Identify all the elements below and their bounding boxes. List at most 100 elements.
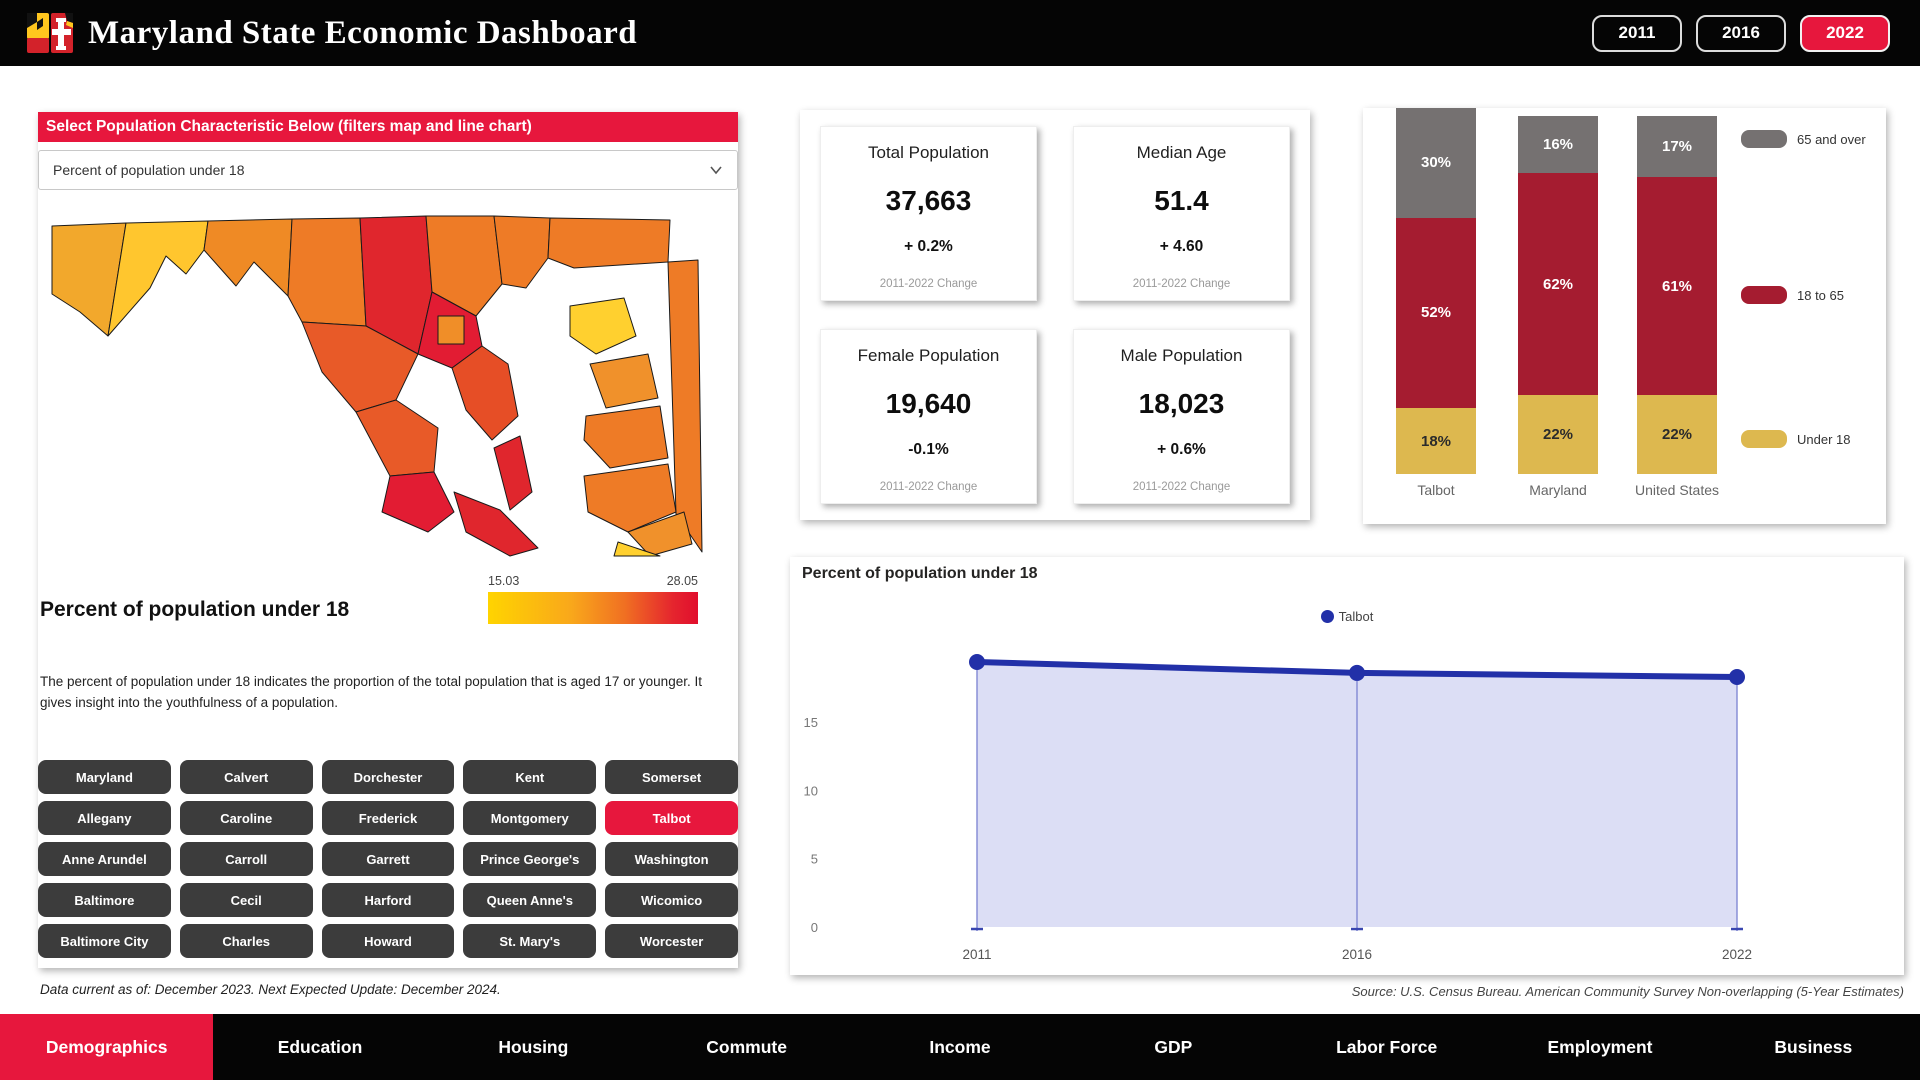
characteristic-dropdown[interactable]: Percent of population under 18: [38, 150, 738, 190]
header-bar: Maryland State Economic Dashboard 2011 20…: [0, 0, 1920, 66]
characteristic-dropdown-value: Percent of population under 18: [53, 162, 245, 178]
county-button-carroll[interactable]: Carroll: [179, 842, 313, 876]
bar-segment[interactable]: 18%: [1396, 408, 1476, 474]
county-button-anne-arundel[interactable]: Anne Arundel: [38, 842, 171, 876]
legend-dot-icon: [1320, 610, 1334, 623]
y-tick-label: 10: [804, 783, 818, 798]
nav-tab-gdp[interactable]: GDP: [1154, 1036, 1193, 1057]
maryland-choropleth-map[interactable]: [48, 208, 708, 564]
map-legend-min: 15.03: [488, 574, 520, 588]
kpi-change: -0.1%: [908, 441, 949, 459]
kpi-card-total-population: Total Population 37,663 + 0.2% 2011-2022 Ch…: [820, 126, 1037, 301]
county-button-baltimore[interactable]: Baltimore: [38, 883, 171, 917]
kpi-sub: 2011-2022 Change: [1132, 480, 1231, 493]
nav-tab-housing[interactable]: Housing: [498, 1036, 569, 1057]
county-button-montgomery[interactable]: Montgomery: [463, 801, 597, 835]
line-chart-plot[interactable]: 0 5 10 15 2011 2016 2022: [790, 627, 1904, 975]
county-button-howard[interactable]: Howard: [321, 924, 455, 958]
county-button-caroline[interactable]: Caroline: [179, 801, 313, 835]
county-button-queen-anne-s[interactable]: Queen Anne's: [463, 883, 597, 917]
filter-banner: Select Population Characteristic Below (…: [38, 112, 738, 142]
trend-line-chart: Percent of population under 18 Talbot 0 5…: [790, 557, 1904, 975]
county-button-grid: Maryland Calvert Dorchester Kent Somerset All…: [38, 760, 738, 958]
year-button-2011[interactable]: 2011: [1592, 14, 1682, 52]
bar-segment[interactable]: 62%: [1518, 173, 1598, 396]
bar-legend-65-and-over: 65 and over: [1741, 130, 1866, 148]
legend-series-label: Talbot: [1338, 609, 1374, 624]
kpi-sub: 2011-2022 Change: [879, 277, 978, 290]
county-button-kent[interactable]: Kent: [463, 760, 597, 794]
kpi-card-male-population: Male Population 18,023 + 0.6% 2011-2022 Cha…: [1073, 329, 1290, 504]
stacked-bar-maryland[interactable]: 16% 62% 22%: [1518, 116, 1598, 474]
county-button-worcester[interactable]: Worcester: [605, 924, 738, 958]
county-button-cecil[interactable]: Cecil: [179, 883, 313, 917]
county-button-st-mary-s[interactable]: St. Mary's: [463, 924, 597, 958]
data-currency-note: Data current as of: December 2023. Next …: [40, 982, 501, 997]
legend-label: 18 to 65: [1797, 287, 1844, 303]
data-point-marker[interactable]: [1729, 669, 1745, 686]
y-tick-label: 5: [811, 852, 818, 867]
map-description: The percent of population under 18 indic…: [40, 674, 702, 710]
bar-segment[interactable]: 30%: [1396, 108, 1476, 218]
data-point-marker[interactable]: [969, 653, 985, 670]
kpi-sub: 2011-2022 Change: [879, 480, 978, 493]
nav-tab-business[interactable]: Business: [1774, 1036, 1853, 1057]
kpi-change: + 0.2%: [904, 238, 953, 256]
nav-tab-employment[interactable]: Employment: [1547, 1036, 1653, 1057]
bottom-nav: Demographics Education Housing Commute Incom…: [0, 1014, 1920, 1080]
county-button-calvert[interactable]: Calvert: [179, 760, 313, 794]
county-button-dorchester[interactable]: Dorchester: [321, 760, 455, 794]
bar-segment[interactable]: 61%: [1637, 176, 1717, 396]
kpi-change: + 4.60: [1159, 238, 1204, 256]
line-chart-title: Percent of population under 18: [802, 565, 1038, 582]
map-legend-labels: 15.03 28.05: [488, 574, 698, 588]
bar-category-label: United States: [1634, 482, 1720, 498]
legend-label: Under 18: [1797, 431, 1851, 447]
map-gradient-legend: [488, 592, 698, 624]
kpi-change: + 0.6%: [1157, 441, 1206, 459]
kpi-title: Median Age: [1136, 143, 1227, 162]
nav-tab-commute[interactable]: Commute: [706, 1036, 787, 1057]
bar-segment[interactable]: 52%: [1396, 217, 1476, 409]
map-legend-max: 28.05: [666, 574, 698, 588]
year-button-2016[interactable]: 2016: [1696, 14, 1786, 52]
county-button-somerset[interactable]: Somerset: [605, 760, 738, 794]
county-button-charles[interactable]: Charles: [179, 924, 313, 958]
nav-tab-education[interactable]: Education: [277, 1036, 363, 1057]
year-button-2022[interactable]: 2022: [1800, 14, 1890, 52]
y-tick-label: 15: [804, 715, 818, 730]
data-point-marker[interactable]: [1349, 664, 1365, 681]
bar-segment[interactable]: 22%: [1518, 395, 1598, 474]
county-button-baltimore-city[interactable]: Baltimore City: [38, 924, 171, 958]
kpi-title: Female Population: [857, 346, 1000, 365]
kpi-grid: Total Population 37,663 + 0.2% 2011-2022 Ch…: [820, 126, 1290, 504]
county-button-talbot[interactable]: Talbot: [605, 801, 738, 835]
kpi-panel: Total Population 37,663 + 0.2% 2011-2022 Ch…: [800, 110, 1310, 520]
nav-tab-income[interactable]: Income: [929, 1036, 991, 1057]
stacked-bar-talbot[interactable]: 30% 52% 18%: [1396, 108, 1476, 474]
county-button-wicomico[interactable]: Wicomico: [605, 883, 738, 917]
bar-segment[interactable]: 22%: [1637, 395, 1717, 474]
bar-segment[interactable]: 17%: [1637, 116, 1717, 177]
nav-tab-demographics[interactable]: Demographics: [0, 1014, 214, 1080]
kpi-sub: 2011-2022 Change: [1132, 277, 1231, 290]
county-button-prince-george-s[interactable]: Prince George's: [463, 842, 597, 876]
kpi-value: 51.4: [1154, 184, 1209, 216]
county-button-garrett[interactable]: Garrett: [321, 842, 455, 876]
stacked-bar-united-states[interactable]: 17% 61% 22%: [1637, 116, 1717, 474]
year-buttons: 2011 2016 2022: [1592, 0, 1890, 66]
county-button-frederick[interactable]: Frederick: [321, 801, 455, 835]
kpi-title: Male Population: [1120, 346, 1243, 365]
county-button-maryland[interactable]: Maryland: [38, 760, 171, 794]
county-button-washington[interactable]: Washington: [605, 842, 738, 876]
nav-tab-labor-force[interactable]: Labor Force: [1336, 1036, 1438, 1057]
county-button-harford[interactable]: Harford: [321, 883, 455, 917]
kpi-card-female-population: Female Population 19,640 -0.1% 2011-2022 Ch…: [820, 329, 1037, 504]
page-title: Maryland State Economic Dashboard: [88, 14, 638, 51]
legend-swatch-icon: [1741, 430, 1787, 448]
bar-segment[interactable]: 16%: [1518, 116, 1598, 174]
bar-category-label: Maryland: [1529, 482, 1587, 498]
bar-legend-under-18: Under 18: [1741, 430, 1850, 448]
county-button-allegany[interactable]: Allegany: [38, 801, 171, 835]
